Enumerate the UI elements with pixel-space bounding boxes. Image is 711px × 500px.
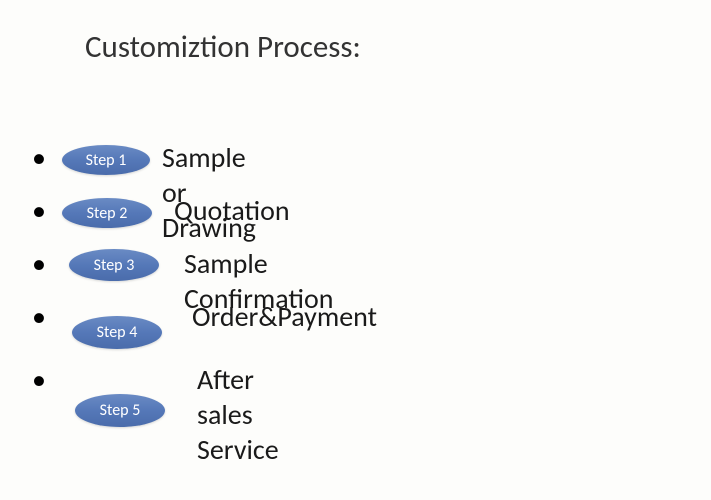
bullet-icon: •	[32, 140, 60, 176]
bullet-icon: •	[32, 362, 60, 398]
step-row: • Step 3 Sample Confirmation	[32, 246, 60, 291]
step-row: • Step 1 Sample or Drawing	[32, 140, 60, 185]
step-text: Order&Payment	[192, 299, 377, 334]
step-row: • Step 4 Order&Payment	[32, 299, 60, 354]
step-pill: Step 5	[75, 394, 165, 427]
bullet-icon: •	[32, 299, 60, 335]
step-pill: Step 3	[69, 249, 159, 281]
step-text: Quotation	[174, 193, 290, 228]
page-title: Customiztion Process:	[85, 28, 361, 66]
step-row: • Step 5 After sales Service	[32, 362, 60, 432]
step-pill: Step 4	[72, 316, 162, 349]
step-row: • Step 2 Quotation	[32, 193, 60, 238]
steps-list: • Step 1 Sample or Drawing • Step 2 Quot…	[32, 140, 60, 440]
step-text: After sales Service	[197, 362, 279, 467]
bullet-icon: •	[32, 193, 60, 229]
step-pill: Step 1	[62, 145, 150, 175]
step-pill: Step 2	[62, 198, 152, 228]
bullet-icon: •	[32, 246, 60, 282]
